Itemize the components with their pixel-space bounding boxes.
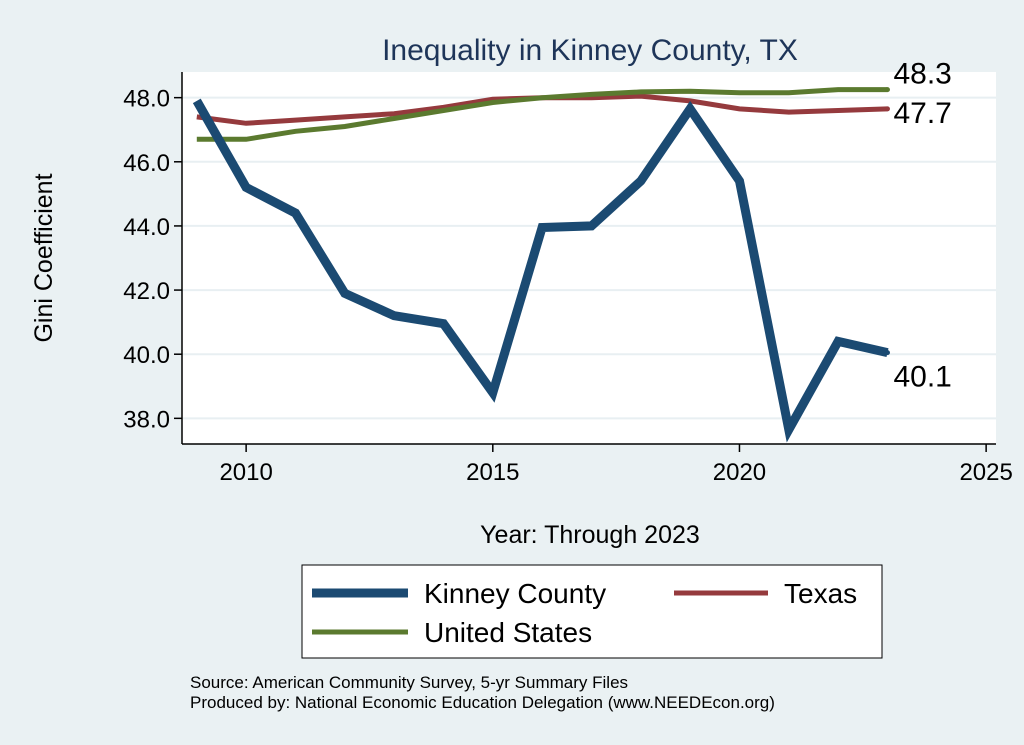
x-tick-label: 2020 bbox=[713, 459, 766, 486]
legend-box bbox=[301, 564, 883, 659]
plot-area bbox=[182, 72, 996, 444]
y-tick-label: 48.0 bbox=[123, 86, 170, 113]
source-line-2: Produced by: National Economic Education… bbox=[190, 693, 775, 712]
series-endpoint-texas bbox=[884, 106, 890, 112]
x-tick-label: 2025 bbox=[959, 459, 1012, 486]
series-line-kinney-county bbox=[192, 98, 889, 443]
x-tick-label: 2010 bbox=[219, 459, 272, 486]
y-tick-label: 42.0 bbox=[123, 278, 170, 305]
legend-label-kinney-county: Kinney County bbox=[424, 578, 606, 609]
x-tick-label: 2015 bbox=[466, 459, 519, 486]
legend: Kinney County Texas United States bbox=[301, 564, 883, 659]
y-tick-label: 44.0 bbox=[123, 214, 170, 241]
y-axis-title: Gini Coefficient bbox=[30, 173, 58, 342]
axes-layer bbox=[181, 72, 996, 445]
series-layer bbox=[192, 87, 890, 443]
series-line-united-states bbox=[196, 87, 888, 142]
y-tick-label: 40.0 bbox=[123, 342, 170, 369]
source-line-1: Source: American Community Survey, 5-yr … bbox=[190, 673, 628, 692]
ticks-layer: 38.0 40.0 42.0 44.0 46.0 48.0 2010 2015 2020 2025 bbox=[123, 86, 1013, 486]
y-tick-label: 38.0 bbox=[123, 406, 170, 433]
x-axis-title: Year: Through 2023 bbox=[480, 521, 700, 549]
end-label-united-states: 48.3 bbox=[893, 58, 951, 91]
chart-title: Inequality in Kinney County, TX bbox=[382, 34, 798, 67]
series-endpoint-kinney-county bbox=[884, 350, 890, 356]
legend-label-united-states: United States bbox=[424, 617, 592, 648]
y-tick-label: 46.0 bbox=[123, 150, 170, 177]
legend-label-texas: Texas bbox=[784, 578, 857, 609]
end-label-kinney-county: 40.1 bbox=[893, 361, 951, 394]
end-label-texas: 47.7 bbox=[893, 97, 951, 130]
series-endpoint-united-states bbox=[884, 87, 890, 93]
end-labels-layer: 40.1 47.7 48.3 bbox=[893, 58, 951, 394]
